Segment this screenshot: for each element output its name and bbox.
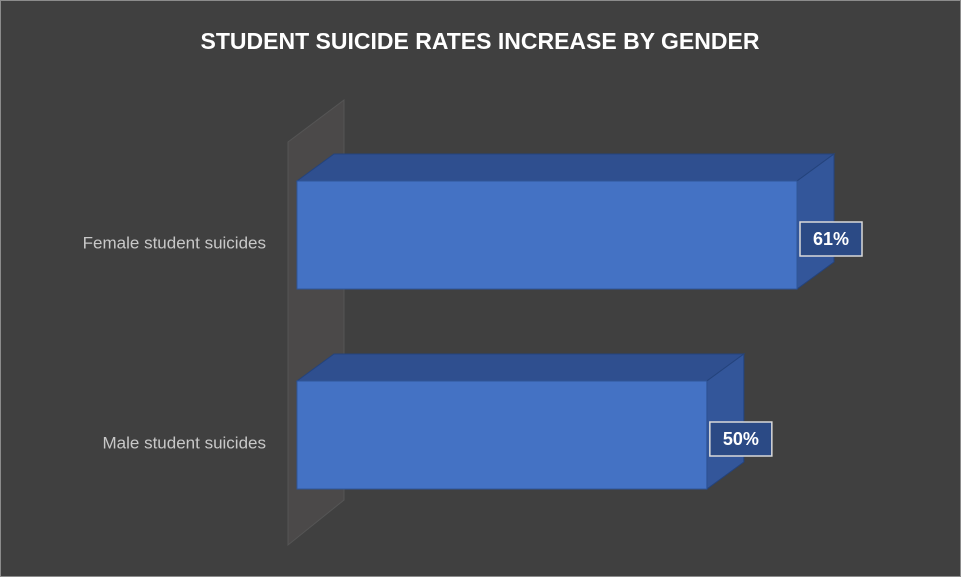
- value-label-box: [799, 221, 863, 257]
- bar-top: [295, 353, 746, 382]
- chart-title: STUDENT SUICIDE RATES INCREASE BY GENDER: [201, 28, 760, 54]
- value-label: 50%: [723, 429, 759, 449]
- y-tick-label: Male student suicides: [103, 433, 266, 452]
- bar: [296, 180, 798, 290]
- bar: [296, 380, 708, 490]
- value-label: 61%: [813, 229, 849, 249]
- bar-top: [295, 153, 836, 182]
- value-label-box: [709, 421, 773, 457]
- y-tick-label: Female student suicides: [83, 233, 266, 252]
